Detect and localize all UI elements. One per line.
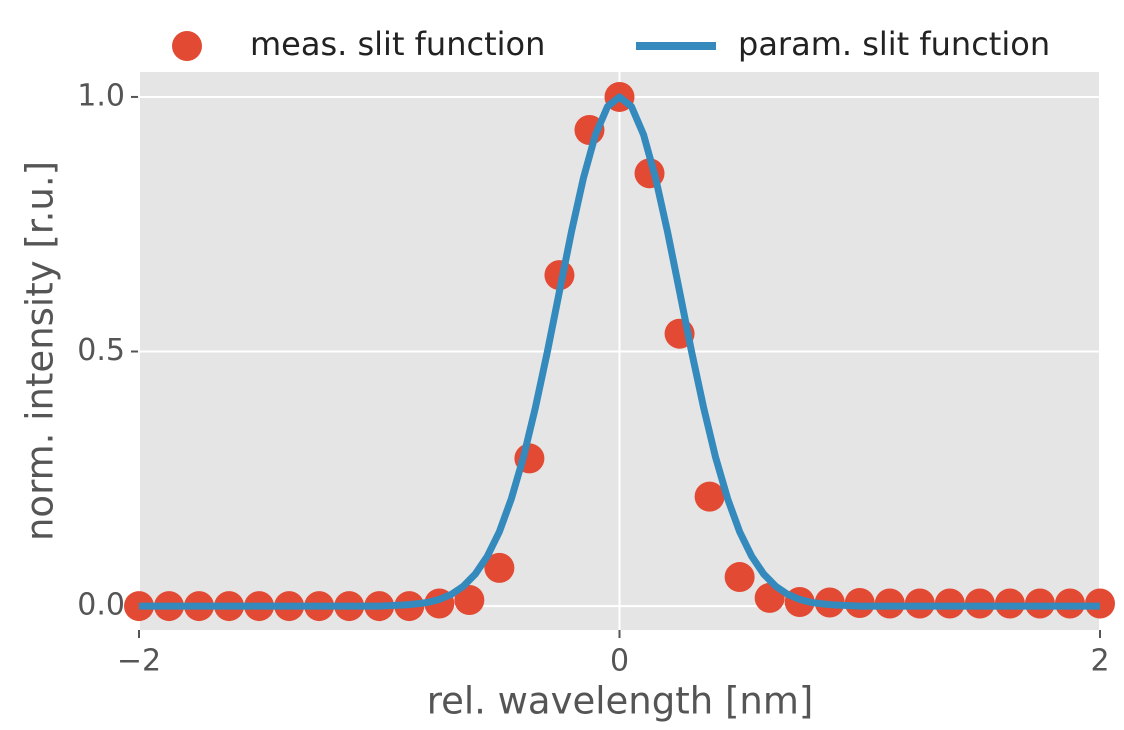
data-point [724, 562, 755, 593]
legend-label: param. slit function [738, 25, 1050, 63]
x-axis-label: rel. wavelength [nm] [427, 680, 814, 723]
legend-label: meas. slit function [250, 25, 545, 63]
fit-line [139, 93, 1100, 610]
x-tick-label: −2 [117, 644, 161, 679]
x-tick-label: 0 [610, 644, 629, 679]
data-point [484, 552, 515, 583]
x-tick-label: 2 [1090, 644, 1109, 679]
data-point [454, 584, 485, 615]
y-axis-label: norm. intensity [r.u.] [19, 161, 62, 541]
y-tick-label: 0.5 [77, 333, 125, 368]
data-point [694, 481, 725, 512]
legend-marker [172, 31, 202, 61]
y-tick-label: 1.0 [77, 78, 125, 113]
y-tick-label: 0.0 [77, 588, 125, 623]
